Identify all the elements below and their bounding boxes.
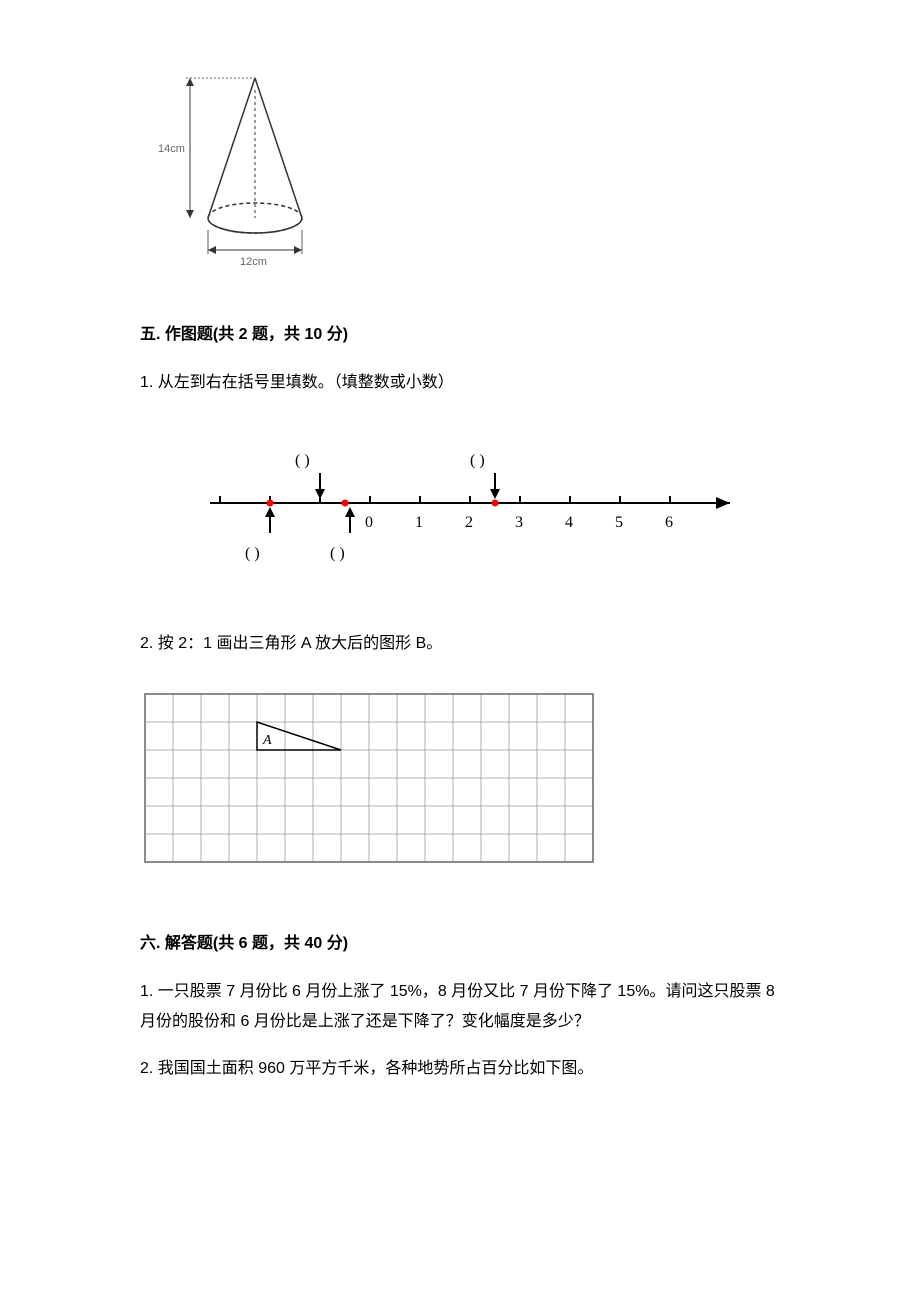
cone-height-label: 14cm bbox=[158, 143, 185, 155]
svg-text:4: 4 bbox=[565, 514, 573, 531]
cone-figure: 14cm 12cm bbox=[150, 60, 780, 281]
svg-text:( ): ( ) bbox=[330, 545, 345, 562]
section5-q2: 2. 按 2：1 画出三角形 A 放大后的图形 B。 bbox=[140, 629, 780, 659]
grid-figure: A bbox=[140, 689, 780, 880]
svg-text:2: 2 bbox=[465, 514, 473, 531]
number-line-figure: 0 1 2 3 4 5 6 ( ) ( ) ( ) ( ) bbox=[190, 428, 780, 589]
svg-text:( ): ( ) bbox=[470, 452, 485, 469]
svg-text:0: 0 bbox=[365, 514, 373, 531]
section5-q1: 1. 从左到右在括号里填数。（填整数或小数） bbox=[140, 368, 780, 398]
svg-text:1: 1 bbox=[415, 514, 423, 531]
grid-svg: A bbox=[140, 689, 600, 869]
section6-header: 六. 解答题(共 6 题，共 40 分) bbox=[140, 930, 780, 959]
cone-width-label: 12cm bbox=[240, 256, 267, 268]
svg-text:5: 5 bbox=[615, 514, 623, 531]
svg-text:( ): ( ) bbox=[295, 452, 310, 469]
section6-q1: 1. 一只股票 7 月份比 6 月份上涨了 15%，8 月份又比 7 月份下降了… bbox=[140, 977, 780, 1038]
svg-text:( ): ( ) bbox=[245, 545, 260, 562]
svg-text:6: 6 bbox=[665, 514, 673, 531]
section6-q2: 2. 我国国土面积 960 万平方千米，各种地势所占百分比如下图。 bbox=[140, 1054, 780, 1084]
section5-header: 五. 作图题(共 2 题，共 10 分) bbox=[140, 321, 780, 350]
svg-text:3: 3 bbox=[515, 514, 523, 531]
svg-text:A: A bbox=[262, 733, 272, 748]
number-line-svg: 0 1 2 3 4 5 6 ( ) ( ) ( ) ( ) bbox=[190, 428, 750, 578]
cone-svg: 14cm 12cm bbox=[150, 60, 315, 270]
